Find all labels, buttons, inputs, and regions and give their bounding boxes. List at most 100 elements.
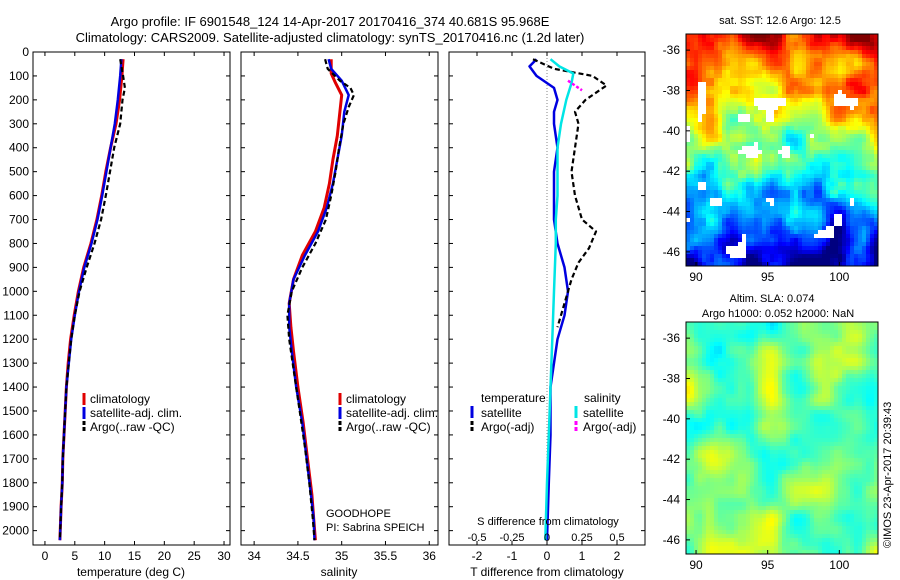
- sla-cell: [698, 438, 702, 442]
- sst-cell: [790, 86, 794, 90]
- sla-cell: [762, 382, 766, 386]
- sst-cell: [726, 102, 730, 106]
- sla-cell: [810, 466, 814, 470]
- sst-cell: [758, 42, 762, 46]
- sla-cell: [722, 426, 726, 430]
- sla-cell: [782, 374, 786, 378]
- sst-cell: [766, 130, 770, 134]
- sst-cell: [718, 146, 722, 150]
- sla-cell: [770, 346, 774, 350]
- sst-cell: [750, 62, 754, 66]
- sla-cell: [714, 322, 718, 326]
- sst-cell: [766, 254, 770, 258]
- sla-cell: [834, 374, 838, 378]
- sst-cell: [822, 222, 826, 226]
- sst-cell: [810, 210, 814, 214]
- depth-tick-label: 1700: [2, 452, 29, 466]
- sst-cell: [706, 262, 710, 266]
- x-tick-label: -2: [472, 549, 483, 563]
- sst-cell: [726, 146, 730, 150]
- sst-cell: [690, 66, 694, 70]
- temperature-axes-frame: [32, 51, 231, 546]
- sla-cell: [702, 482, 706, 486]
- sla-cell: [842, 462, 846, 466]
- sst-cell: [838, 58, 842, 62]
- sst-cell: [706, 50, 710, 54]
- sla-cell: [766, 470, 770, 474]
- sst-cell: [746, 142, 750, 146]
- sst-cell: [742, 258, 746, 262]
- sla-cell: [826, 434, 830, 438]
- sst-cell: [722, 170, 726, 174]
- sst-cell: [702, 234, 706, 238]
- sst-cell: [730, 110, 734, 114]
- sst-cell: [834, 42, 838, 46]
- sst-cell: [822, 134, 826, 138]
- sla-cell: [746, 342, 750, 346]
- sst-cell: [738, 94, 742, 98]
- sst-cell: [706, 234, 710, 238]
- sst-cell: [802, 138, 806, 142]
- sla-cell: [690, 342, 694, 346]
- sla-cell: [750, 354, 754, 358]
- sla-cell: [834, 438, 838, 442]
- sst-cell: [710, 106, 714, 110]
- sst-cell: [794, 46, 798, 50]
- sst-cell: [846, 162, 850, 166]
- sla-cell: [706, 474, 710, 478]
- sst-cell: [758, 98, 762, 102]
- sla-cell: [814, 418, 818, 422]
- sst-cell: [758, 58, 762, 62]
- sst-cell: [806, 150, 810, 154]
- sst-cell: [706, 98, 710, 102]
- sla-cell: [850, 426, 854, 430]
- sst-cell: [810, 74, 814, 78]
- sst-cell: [774, 70, 778, 74]
- sla-cell: [782, 426, 786, 430]
- sst-cell: [770, 114, 774, 118]
- sst-cell: [758, 182, 762, 186]
- sst-cell: [686, 74, 690, 78]
- sst-cell: [830, 222, 834, 226]
- sla-cell: [830, 442, 834, 446]
- sst-cell: [810, 54, 814, 58]
- sst-cell: [710, 42, 714, 46]
- sst-cell: [742, 222, 746, 226]
- sst-cell: [858, 166, 862, 170]
- sst-cell: [718, 206, 722, 210]
- sla-cell: [846, 374, 850, 378]
- sst-cell: [842, 142, 846, 146]
- sla-cell: [742, 454, 746, 458]
- sst-cell: [814, 210, 818, 214]
- sla-cell: [730, 454, 734, 458]
- sla-cell: [710, 378, 714, 382]
- sst-cell: [710, 86, 714, 90]
- sst-cell: [874, 174, 878, 178]
- sla-cell: [774, 326, 778, 330]
- sla-cell: [722, 386, 726, 390]
- sla-cell: [834, 326, 838, 330]
- sla-cell: [770, 438, 774, 442]
- sst-cell: [690, 238, 694, 242]
- sst-cell: [870, 154, 874, 158]
- sla-cell: [862, 458, 866, 462]
- sla-cell: [802, 338, 806, 342]
- sst-cell: [786, 250, 790, 254]
- sla-cell: [798, 422, 802, 426]
- sst-cell: [750, 82, 754, 86]
- sst-cell: [830, 158, 834, 162]
- sla-cell: [762, 398, 766, 402]
- sla-cell: [738, 474, 742, 478]
- sla-cell: [758, 394, 762, 398]
- sla-cell: [714, 398, 718, 402]
- sla-cell: [750, 370, 754, 374]
- sla-cell: [874, 382, 878, 386]
- sla-cell: [786, 346, 790, 350]
- sst-cell: [790, 186, 794, 190]
- sla-cell: [698, 442, 702, 446]
- sst-cell: [798, 230, 802, 234]
- sst-cell: [686, 46, 690, 50]
- sst-cell: [694, 78, 698, 82]
- sst-cell: [698, 70, 702, 74]
- sst-cell: [874, 166, 878, 170]
